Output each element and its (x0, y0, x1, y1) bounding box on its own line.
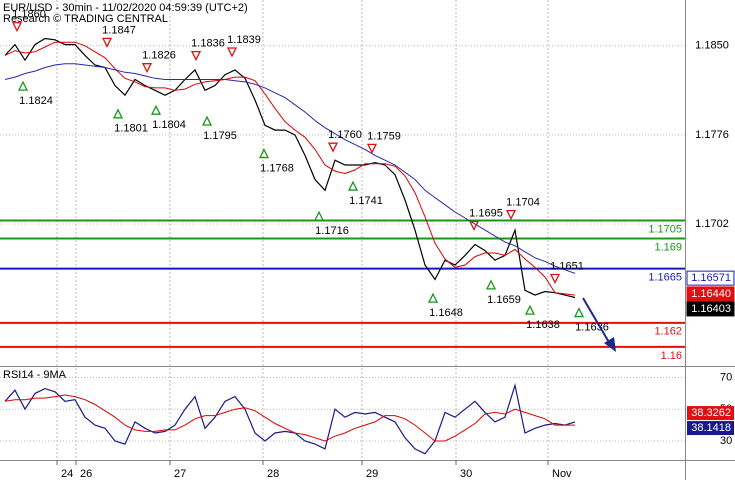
support-marker (573, 307, 585, 318)
pivot-label: 1.1826 (142, 50, 176, 62)
y-tick-label: 30 (720, 435, 732, 447)
pivot-label: 1.1704 (506, 197, 540, 209)
y-tick-label: 1.1702 (695, 218, 729, 230)
series-line (4, 37, 576, 299)
level-label: 1.1705 (648, 223, 682, 235)
x-tick-label: 26 (80, 468, 92, 480)
support-marker (313, 210, 325, 221)
x-tick-label: 29 (366, 468, 378, 480)
pivot-label: 1.1638 (526, 319, 560, 331)
support-marker (347, 180, 359, 191)
support-marker (112, 108, 124, 119)
pivot-label: 1.1636 (575, 321, 609, 333)
level-label: 1.169 (654, 241, 682, 253)
resistance-marker (101, 37, 113, 48)
resistance-marker (226, 47, 238, 58)
resistance-marker (327, 142, 339, 153)
pivot-label: 1.1651 (550, 260, 584, 272)
forecast-arrowhead (604, 337, 616, 352)
rsi-title: RSI14 - 9MA (3, 369, 67, 381)
last-value-label: 38.3262 (691, 407, 731, 419)
resistance-marker (11, 22, 23, 33)
support-marker (150, 104, 162, 115)
pivot-label: 1.1836 (191, 38, 225, 50)
support-marker (427, 292, 439, 303)
series-line (4, 63, 576, 274)
y-tick-label: 1.1850 (695, 40, 729, 52)
pivot-label: 1.1716 (315, 225, 349, 237)
resistance-marker (141, 63, 153, 74)
series-line (4, 383, 576, 455)
price-label-box (686, 270, 735, 286)
pivot-label: 1.1741 (349, 195, 383, 207)
pivot-label: 1.1860 (12, 9, 46, 21)
y-tick-label: 70 (720, 371, 732, 383)
y-tick-label: 1.1776 (695, 129, 729, 141)
series-line (4, 41, 576, 296)
resistance-marker (505, 210, 517, 221)
resistance-marker (468, 220, 480, 231)
support-marker (201, 115, 213, 126)
pivot-label: 1.1759 (367, 130, 401, 142)
last-value-box (687, 406, 734, 421)
last-value-label: 38.1418 (691, 422, 731, 434)
level-label: 1.16 (661, 350, 682, 362)
price-label-box (686, 301, 735, 317)
chart-subtitle: Research © TRADING CENTRAL (3, 13, 168, 25)
support-marker (485, 279, 497, 290)
pivot-label: 1.1648 (429, 307, 463, 319)
level-label: 1.162 (654, 326, 682, 338)
price-label-box (686, 286, 735, 302)
x-tick-label: Nov (552, 468, 572, 480)
x-tick-label: 24 (61, 468, 73, 480)
x-tick-label: 28 (267, 468, 279, 480)
pivot-label: 1.1768 (260, 162, 294, 174)
pivot-label: 1.1839 (227, 34, 261, 46)
chart-title: EUR/USD - 30min - 11/02/2020 04:59:39 (U… (3, 2, 248, 14)
resistance-marker (549, 273, 561, 284)
pivot-label: 1.1847 (102, 24, 136, 36)
support-marker (17, 80, 29, 91)
pivot-label: 1.1695 (469, 207, 503, 219)
price-label: 1.16571 (691, 272, 731, 284)
x-tick-label: 30 (460, 468, 472, 480)
pivot-label: 1.1804 (152, 119, 186, 131)
series-line (4, 394, 575, 442)
price-label: 1.16440 (691, 288, 731, 300)
level-label: 1.1665 (648, 272, 682, 284)
pivot-label: 1.1824 (19, 95, 53, 107)
resistance-marker (190, 50, 202, 62)
pivot-label: 1.1659 (487, 294, 521, 306)
forecast-arrow (582, 297, 611, 345)
last-value-box (687, 421, 734, 436)
support-marker (258, 148, 270, 159)
price-label: 1.16403 (691, 303, 731, 315)
resistance-marker (366, 143, 378, 154)
pivot-label: 1.1795 (203, 130, 237, 142)
pivot-label: 1.1801 (114, 123, 148, 135)
pivot-label: 1.1760 (328, 129, 362, 141)
x-tick-label: 27 (174, 468, 186, 480)
support-marker (524, 304, 536, 315)
